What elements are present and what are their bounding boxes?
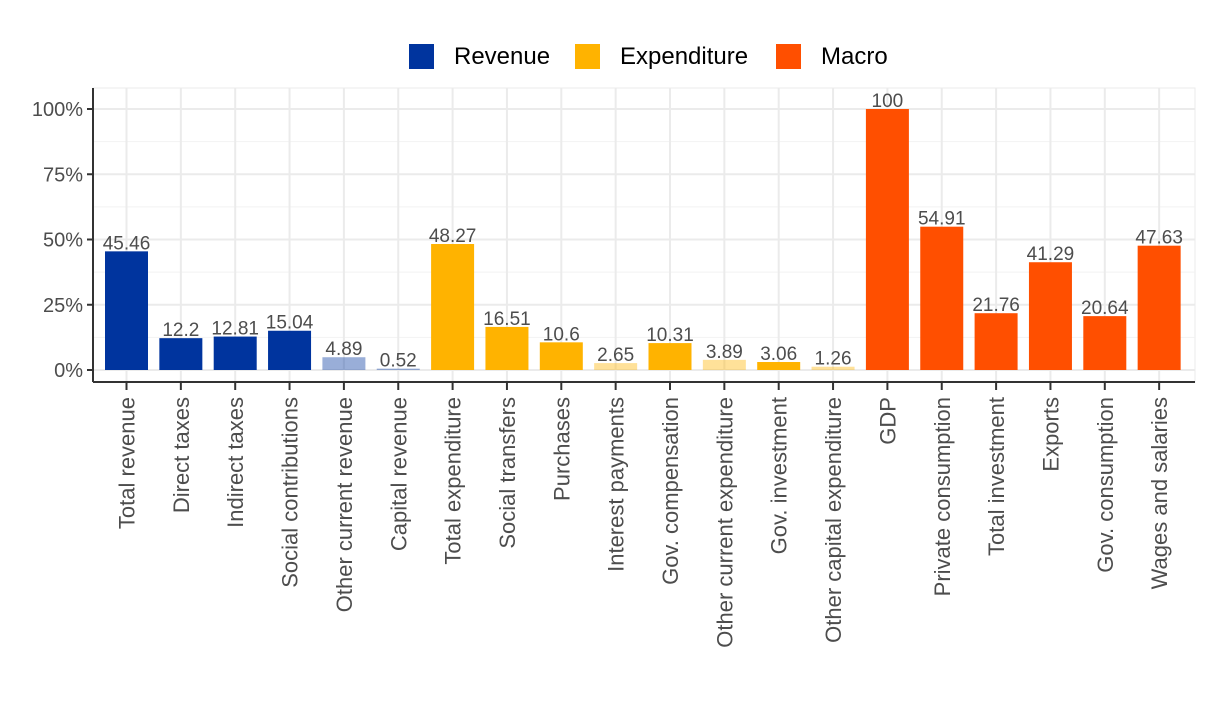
y-axis-ticks: 0% 25% 50% 75% 100% [32,99,93,382]
legend-swatch-revenue [409,44,434,69]
bar [213,336,257,370]
legend-label-macro: Macro [821,43,888,70]
bar-value-label: 12.81 [211,319,259,340]
x-tick-label: Gov. compensation [658,397,683,585]
bar [1028,262,1072,370]
x-tick-label: Total expenditure [441,397,466,565]
bar-value-label: 20.64 [1081,298,1129,319]
bar-value-label: 3.06 [760,344,797,365]
bar-value-label: 21.76 [972,295,1020,316]
x-tick-label: Other current expenditure [712,397,737,648]
legend-swatch-macro [776,44,801,69]
x-tick-label: Other current revenue [332,397,357,612]
y-tick-label: 75% [43,164,83,186]
y-tick-label: 50% [43,230,83,252]
bar-value-label: 47.63 [1135,228,1183,249]
bar-value-label: 1.26 [815,349,852,370]
x-tick-label: Indirect taxes [223,397,248,528]
x-tick-label: Total revenue [115,397,140,529]
x-axis-ticks: Total revenue Direct taxes Indirect taxes S… [115,382,1172,648]
bar [1083,316,1127,370]
bar-value-label: 2.65 [597,345,634,366]
y-tick-label: 25% [43,295,83,317]
legend-label-revenue: Revenue [454,43,550,70]
x-tick-label: Interest payments [604,397,629,572]
bar [539,342,583,370]
bar-value-label: 15.04 [266,313,314,334]
x-tick-label: Social contributions [278,397,303,588]
bar-value-labels: 45.46 12.2 12.81 15.04 4.89 0.52 48.27 16.51 10.… [103,91,1183,372]
x-tick-label: GDP [875,397,900,445]
bar [1137,245,1181,370]
x-tick-label: Social transfers [495,397,520,549]
legend-label-expenditure: Expenditure [620,43,748,70]
bar [974,313,1018,370]
bar [757,362,801,370]
legend: Revenue Expenditure Macro [409,43,888,70]
x-tick-label: Total investment [984,397,1009,556]
x-tick-label: Gov. consumption [1093,397,1118,573]
y-tick-label: 0% [54,360,83,382]
bar [594,363,638,370]
bar [865,109,909,370]
bar [811,366,855,370]
bar-value-label: 3.89 [706,342,743,363]
x-tick-label: Direct taxes [169,397,194,513]
bar-value-label: 45.46 [103,233,151,254]
x-tick-label: Wages and salaries [1147,397,1172,589]
y-tick-label: 100% [32,99,83,121]
bar-value-label: 48.27 [429,226,477,247]
x-tick-label: Exports [1038,397,1063,472]
bar-value-label: 12.2 [162,320,199,341]
x-tick-label: Purchases [549,397,574,501]
bar [648,343,692,370]
axes [92,88,1195,383]
bar-value-label: 54.91 [918,209,966,230]
x-tick-label: Private consumption [930,397,955,596]
bar [376,368,420,370]
x-tick-label: Gov. investment [767,397,792,554]
bar [159,338,203,370]
bar-value-label: 16.51 [483,309,531,330]
x-tick-label: Capital revenue [386,397,411,551]
bars [105,109,1181,370]
bar [920,226,964,370]
bar-value-label: 10.31 [646,325,694,346]
bar [322,357,366,370]
bar [702,359,746,370]
x-tick-label: Other capital expenditure [821,397,846,643]
bar [268,330,312,370]
bar [105,251,148,370]
bar-value-label: 0.52 [380,351,417,372]
bar [485,326,529,370]
bar-value-label: 41.29 [1027,244,1075,265]
bar-value-label: 100 [872,91,904,112]
legend-swatch-expenditure [575,44,600,69]
bar [431,244,475,370]
bar-value-label: 4.89 [325,339,362,360]
bar-value-label: 10.6 [543,324,580,345]
